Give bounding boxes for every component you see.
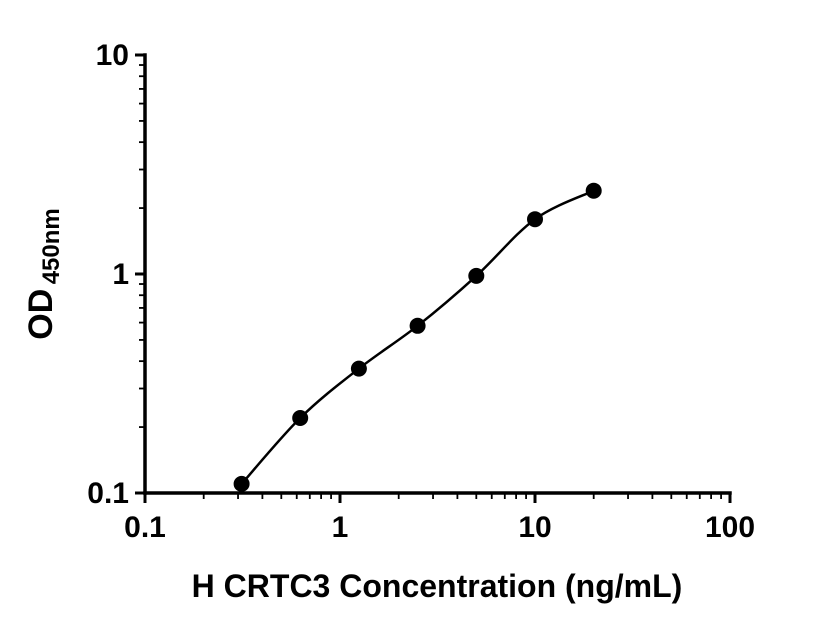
y-axis-title: OD 450nm <box>22 208 65 340</box>
fit-curve <box>240 189 595 485</box>
data-point <box>585 182 602 199</box>
x-tick-label: 0.1 <box>124 511 166 544</box>
x-tick-label: 100 <box>705 511 755 544</box>
y-tick-label: 10 <box>96 39 129 72</box>
data-point <box>233 475 250 492</box>
y-tick-label: 1 <box>112 258 129 291</box>
plot-area: 0.1 1 10 100 0.1 1 10 <box>87 39 755 544</box>
data-point <box>527 211 543 228</box>
y-axis-title-text: OD <box>22 289 60 340</box>
data-point <box>350 360 367 377</box>
x-tick-label: 1 <box>332 511 349 544</box>
x-tick-label: 10 <box>518 511 551 544</box>
y-axis-title-subscript: 450nm <box>38 208 65 284</box>
x-axis-title: H CRTC3 Concentration (ng/mL) <box>192 568 683 604</box>
data-point <box>292 410 309 426</box>
y-tick-label: 0.1 <box>87 477 129 510</box>
data-point <box>468 267 485 284</box>
data-point <box>409 317 426 334</box>
